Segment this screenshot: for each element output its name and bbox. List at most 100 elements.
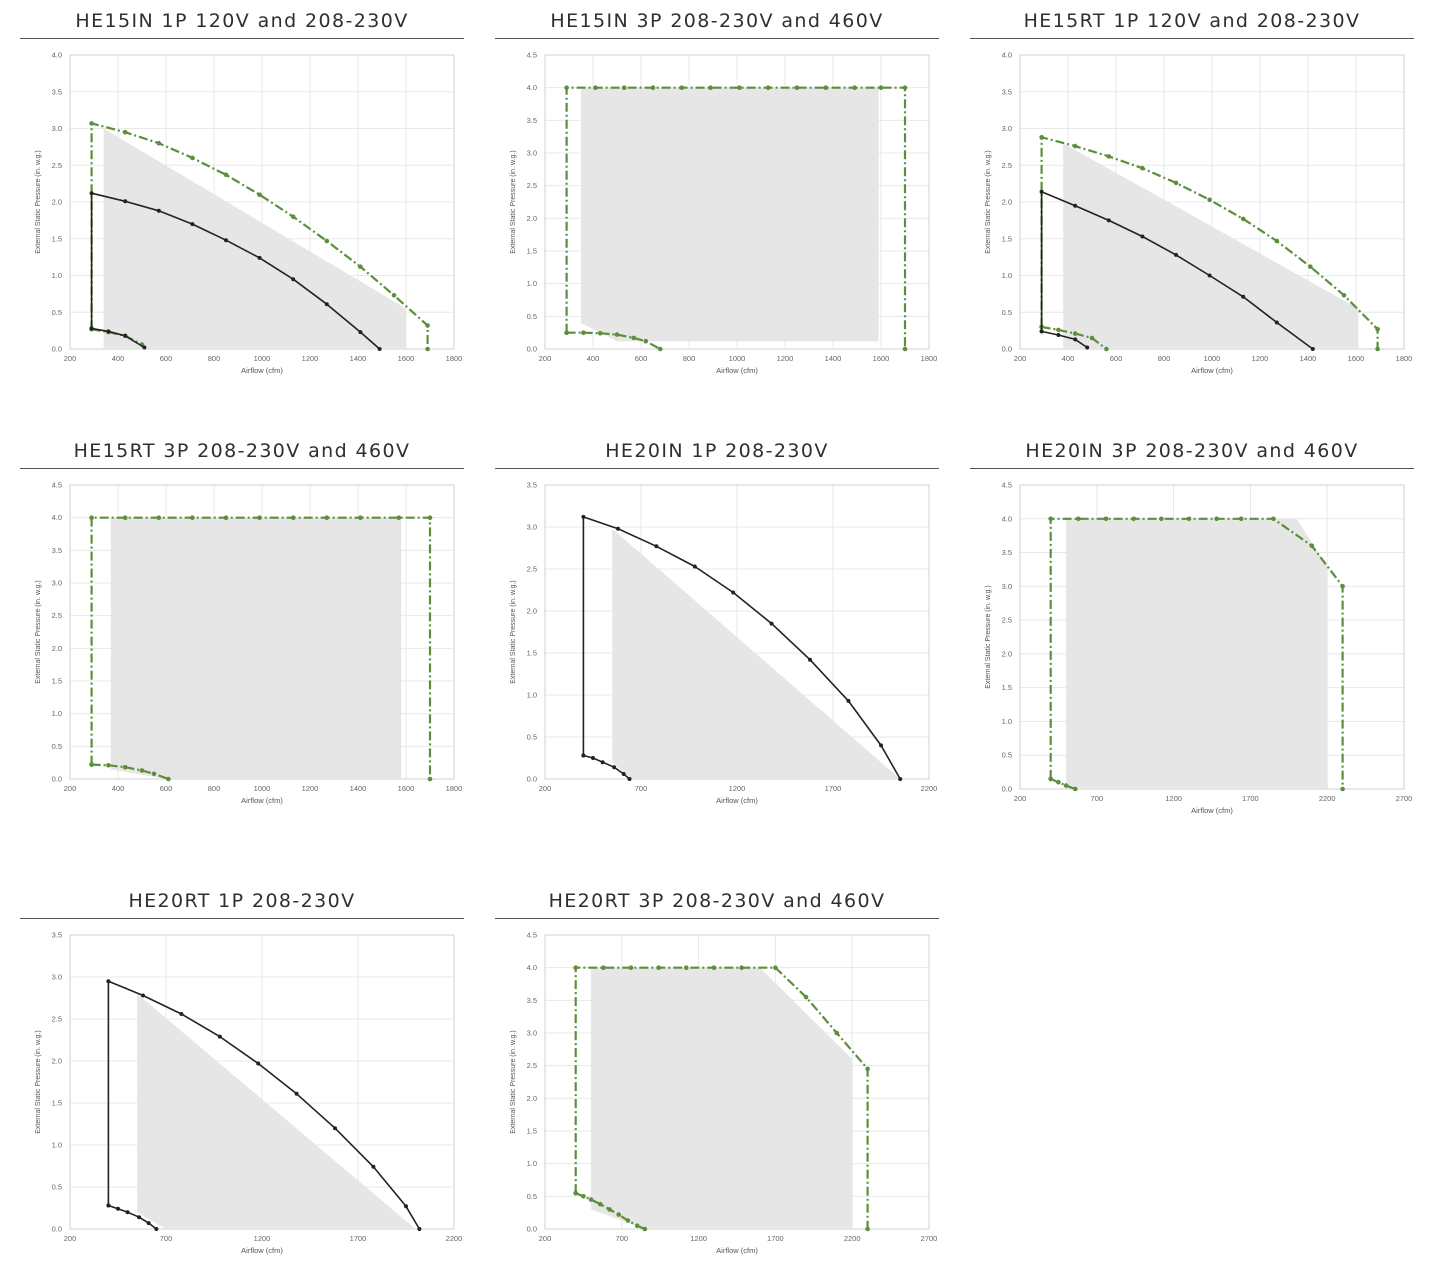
y-tick-label: 4.5 xyxy=(527,51,537,60)
data-point xyxy=(573,965,578,970)
data-point xyxy=(89,762,94,767)
data-point xyxy=(1040,329,1044,333)
y-tick-label: 3.5 xyxy=(52,87,62,96)
data-point xyxy=(824,85,829,90)
y-tick-label: 1.0 xyxy=(52,709,62,718)
y-tick-label: 3.5 xyxy=(527,116,537,125)
data-point xyxy=(1375,327,1380,332)
data-point xyxy=(218,1035,222,1039)
y-tick-label: 0.0 xyxy=(1002,345,1012,354)
chart-panel-1: HE15IN 1P 120V and 208-230V 200 400 600 800… xyxy=(20,4,464,385)
x-tick-label: 200 xyxy=(539,1234,552,1243)
data-point xyxy=(629,965,634,970)
x-tick-label: 1000 xyxy=(729,354,746,363)
data-point xyxy=(140,768,145,773)
data-point xyxy=(1375,347,1380,352)
data-point xyxy=(1308,264,1313,269)
data-point xyxy=(166,777,171,782)
data-point xyxy=(137,1215,141,1219)
y-tick-label: 2.0 xyxy=(527,607,537,616)
data-point xyxy=(428,515,433,520)
data-point xyxy=(1104,347,1109,352)
y-tick-label: 1.5 xyxy=(52,234,62,243)
y-tick-label: 4.5 xyxy=(52,481,62,490)
y-tick-label: 2.5 xyxy=(52,161,62,170)
data-point xyxy=(190,515,195,520)
data-point xyxy=(622,85,627,90)
x-tick-label: 1800 xyxy=(446,354,463,363)
data-point xyxy=(1275,321,1279,325)
data-point xyxy=(865,1067,870,1072)
airflow-chart: 200 700 1200 1700 22000.00.51.01.52.02.53.03… xyxy=(20,927,464,1265)
data-point xyxy=(581,1194,586,1199)
y-axis-label: External Static Pressure (in. w.g.) xyxy=(510,580,517,683)
data-point xyxy=(622,772,626,776)
data-point xyxy=(325,302,329,306)
y-tick-label: 3.0 xyxy=(1002,582,1012,591)
x-tick-label: 1200 xyxy=(729,784,746,793)
data-point xyxy=(708,85,713,90)
data-point xyxy=(1090,336,1095,341)
data-point xyxy=(628,777,632,781)
x-tick-label: 1700 xyxy=(825,784,842,793)
y-tick-label: 1.0 xyxy=(527,691,537,700)
data-point xyxy=(589,1197,594,1202)
data-point xyxy=(835,1031,840,1036)
shaded-region xyxy=(137,994,415,1229)
data-point xyxy=(615,332,620,337)
data-point xyxy=(224,238,228,242)
data-point xyxy=(1073,337,1077,341)
x-tick-label: 800 xyxy=(683,354,696,363)
data-point xyxy=(90,326,94,330)
y-tick-label: 0.5 xyxy=(52,308,62,317)
y-tick-label: 4.0 xyxy=(52,51,62,60)
y-tick-label: 3.5 xyxy=(52,931,62,940)
y-tick-label: 0.5 xyxy=(52,1183,62,1192)
data-point xyxy=(635,1223,640,1228)
data-point xyxy=(1140,166,1145,171)
data-point xyxy=(190,156,195,161)
x-tick-label: 200 xyxy=(64,354,77,363)
x-tick-label: 1600 xyxy=(398,784,415,793)
x-tick-label: 600 xyxy=(160,354,173,363)
data-point xyxy=(291,277,295,281)
data-point xyxy=(106,1204,110,1208)
x-tick-label: 800 xyxy=(208,354,221,363)
data-point xyxy=(257,515,262,520)
data-point xyxy=(157,515,162,520)
chart-title: HE20RT 3P 208-230V and 460V xyxy=(495,884,939,919)
x-tick-label: 1400 xyxy=(350,784,367,793)
data-point xyxy=(1064,783,1069,788)
data-point xyxy=(123,334,127,338)
data-point xyxy=(1310,544,1315,549)
x-tick-label: 1700 xyxy=(350,1234,367,1243)
y-tick-label: 0.5 xyxy=(52,742,62,751)
data-point xyxy=(89,515,94,520)
data-point xyxy=(1107,218,1111,222)
y-axis-label: External Static Pressure (in. w.g.) xyxy=(35,1030,42,1133)
chart-panel-5: HE20IN 1P 208-230V 200 700 1200 1700 2200 0.0… xyxy=(495,434,939,815)
chart-title: HE20RT 1P 208-230V xyxy=(20,884,464,919)
data-point xyxy=(1187,517,1192,522)
x-tick-label: 1700 xyxy=(767,1234,784,1243)
data-point xyxy=(712,965,717,970)
data-point xyxy=(1174,181,1179,186)
data-point xyxy=(1241,295,1245,299)
shaded-region xyxy=(581,88,879,342)
x-axis-label: Airflow (cfm) xyxy=(241,1246,283,1255)
data-point xyxy=(106,979,110,983)
x-tick-label: 1200 xyxy=(302,784,319,793)
y-tick-label: 1.5 xyxy=(1002,234,1012,243)
data-point xyxy=(325,239,330,244)
y-tick-label: 4.0 xyxy=(1002,51,1012,60)
airflow-chart: 200 700 1200 1700 2200 2700 0.0 0.5 1.0 1.5 2.0 2.5… xyxy=(495,927,939,1265)
data-point xyxy=(179,1012,183,1016)
y-tick-label: 0.5 xyxy=(527,733,537,742)
data-point xyxy=(739,965,744,970)
data-point xyxy=(90,191,94,195)
data-point xyxy=(291,515,296,520)
data-point xyxy=(852,85,857,90)
chart-panel-4: HE15RT 3P 208-230V and 460V 200 400 600 800… xyxy=(20,434,464,815)
y-axis-label: External Static Pressure (in. w.g.) xyxy=(985,150,992,253)
data-point xyxy=(89,121,94,126)
